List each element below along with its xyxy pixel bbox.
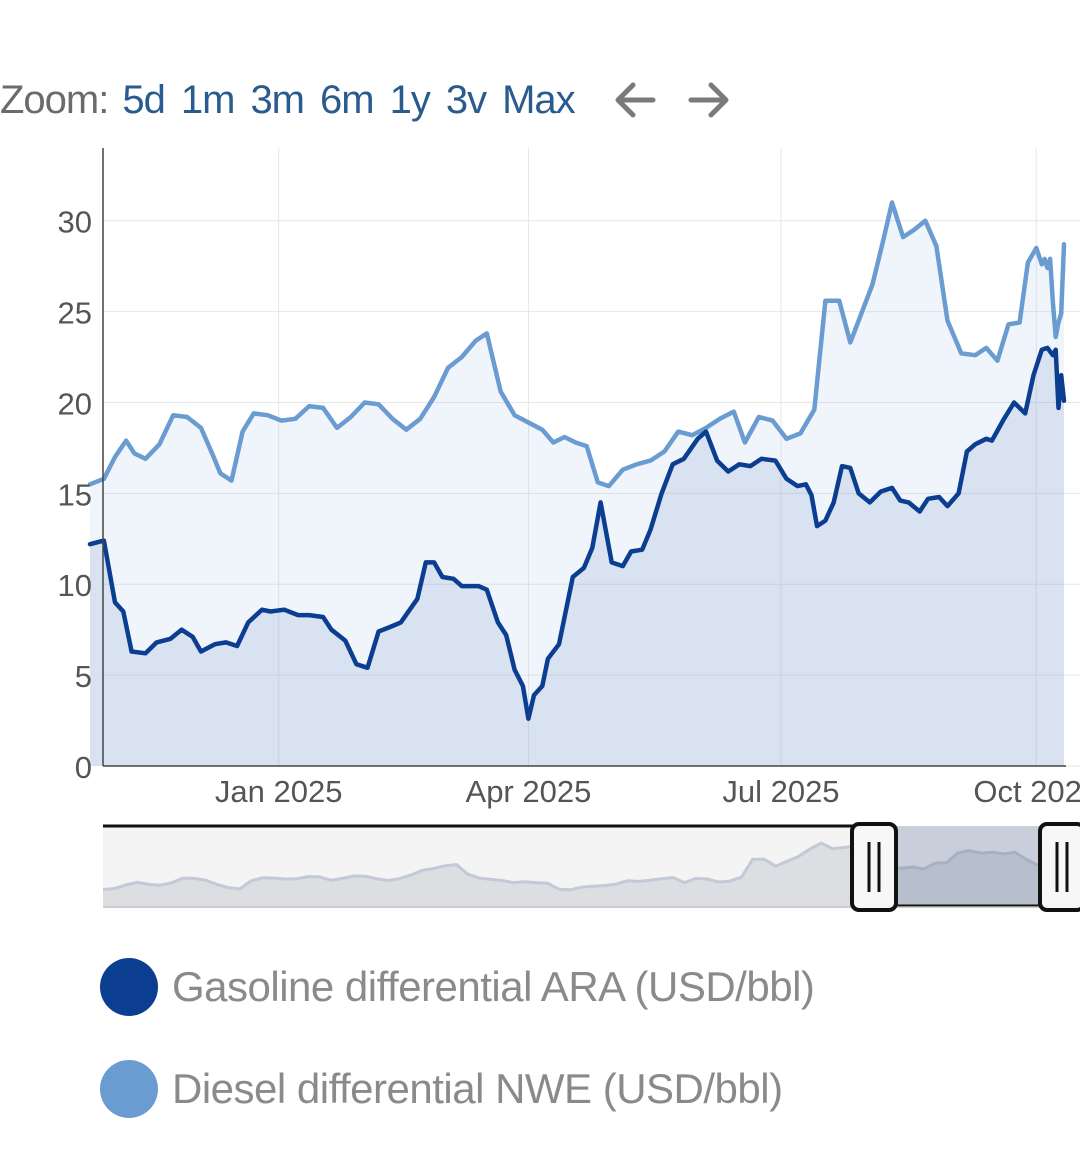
arrow-right-icon[interactable] (681, 73, 735, 127)
y-tick-label-5: 5 (75, 659, 92, 694)
handle-body (1038, 822, 1080, 912)
x-tick-label-3: Oct 2025 (973, 774, 1080, 809)
series-areas (90, 202, 1064, 766)
zoom-bar: Zoom: 5d 1m 3m 6m 1y 3v Max (0, 72, 735, 128)
zoom-1y-button[interactable]: 1y (389, 77, 431, 122)
series-line-gasoline (87, 345, 1067, 721)
navigator-selection (874, 826, 1062, 906)
legend-label-diesel: Diesel differential NWE (USD/bbl) (172, 1065, 783, 1112)
y-tick-label-30: 30 (58, 205, 92, 240)
zoom-label: Zoom: (0, 77, 109, 122)
zoom-6m-button[interactable]: 6m (320, 77, 375, 122)
navigator-area (103, 843, 1072, 906)
legend-marker-gasoline (100, 958, 158, 1016)
y-tick-label-20: 20 (58, 386, 92, 421)
navigator[interactable] (102, 822, 1080, 912)
zoom-3m-button[interactable]: 3m (250, 77, 305, 122)
handle-body (850, 822, 898, 912)
navigator-handle-right[interactable] (1038, 822, 1080, 912)
x-tick-label-1: Apr 2025 (466, 774, 592, 809)
legend: Gasoline differential ARA (USD/bbl) Dies… (100, 952, 815, 1156)
series-area-diesel (90, 202, 1064, 766)
zoom-3v-button[interactable]: 3v (445, 77, 487, 122)
chart: 0 5 10 15 20 25 30 Jan 2025 Apr 2025 Jul 2025 Oct … (58, 148, 1080, 912)
series-lines (87, 200, 1067, 721)
legend-label-gasoline: Gasoline differential ARA (USD/bbl) (172, 963, 815, 1010)
y-tick-label-0: 0 (75, 750, 92, 785)
x-tick-label-2: Jul 2025 (722, 774, 839, 809)
arrow-left-icon[interactable] (609, 73, 663, 127)
y-tick-label-15: 15 (58, 477, 92, 512)
navigator-line (102, 841, 1074, 892)
series-line-diesel (87, 200, 1067, 489)
y-tick-label-25: 25 (58, 296, 92, 331)
legend-item-diesel[interactable]: Diesel differential NWE (USD/bbl) (100, 1054, 814, 1124)
zoom-5d-button[interactable]: 5d (122, 77, 165, 122)
legend-item-gasoline[interactable]: Gasoline differential ARA (USD/bbl) (100, 952, 815, 1022)
series-area-gasoline (90, 347, 1064, 766)
zoom-max-button[interactable]: Max (502, 77, 576, 122)
zoom-1m-button[interactable]: 1m (180, 77, 236, 122)
legend-marker-diesel (100, 1060, 158, 1118)
axes: 0 5 10 15 20 25 30 Jan 2025 Apr 2025 Jul 2025 Oct … (58, 148, 1080, 809)
x-tick-label-0: Jan 2025 (215, 774, 343, 809)
navigator-handle-left[interactable] (850, 822, 898, 912)
y-tick-label-10: 10 (58, 568, 92, 603)
